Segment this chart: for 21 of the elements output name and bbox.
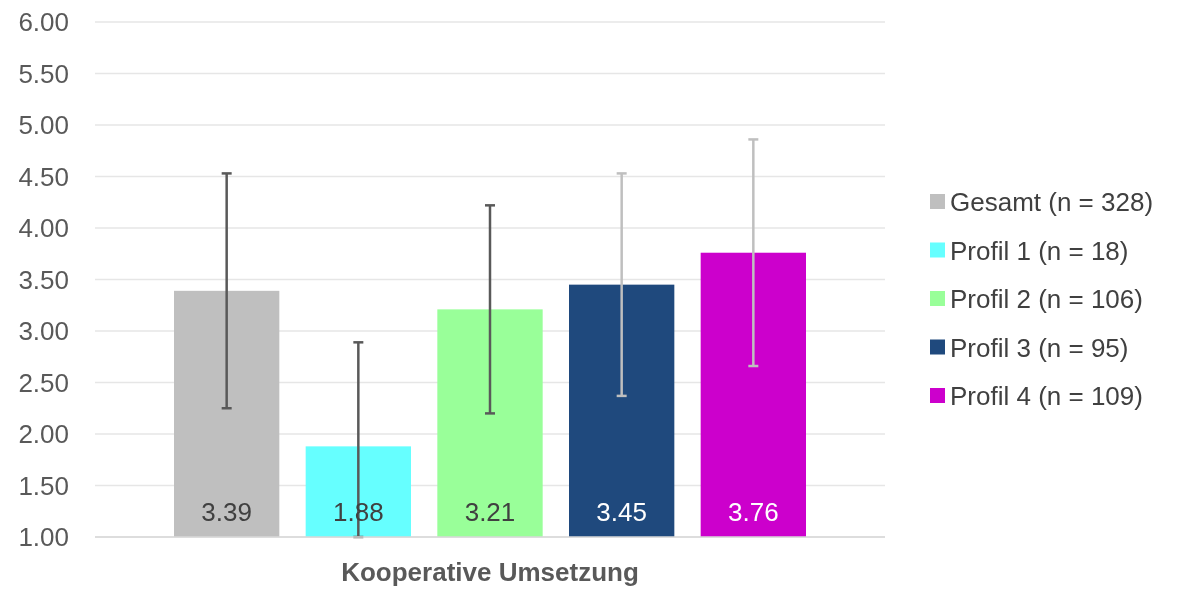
y-tick-label: 5.00	[18, 110, 69, 141]
data-label: 3.21	[464, 497, 516, 527]
legend-label: Profil 2 (n = 106)	[950, 284, 1143, 315]
legend-label: Profil 3 (n = 95)	[950, 332, 1129, 363]
y-tick-label: 4.00	[18, 213, 69, 244]
y-tick-label: 2.50	[18, 367, 69, 398]
legend-label: Gesamt (n = 328)	[950, 187, 1154, 218]
legend-label: Profil 4 (n = 109)	[950, 381, 1143, 412]
y-tick-label: 1.50	[18, 470, 69, 501]
y-tick-label: 3.00	[18, 316, 69, 347]
legend-label: Profil 1 (n = 18)	[950, 235, 1129, 266]
y-tick-label: 3.50	[18, 264, 69, 295]
y-tick-label: 1.00	[18, 522, 69, 553]
data-label: 3.76	[728, 497, 779, 527]
y-tick-label: 5.50	[18, 58, 69, 89]
x-tick-label: Kooperative Umsetzung	[341, 557, 639, 587]
data-label: 3.45	[596, 497, 647, 527]
y-tick-label: 6.00	[18, 7, 69, 38]
y-tick-label: 4.50	[18, 161, 69, 192]
data-label: 3.39	[201, 497, 252, 527]
y-tick-label: 2.00	[18, 419, 69, 450]
